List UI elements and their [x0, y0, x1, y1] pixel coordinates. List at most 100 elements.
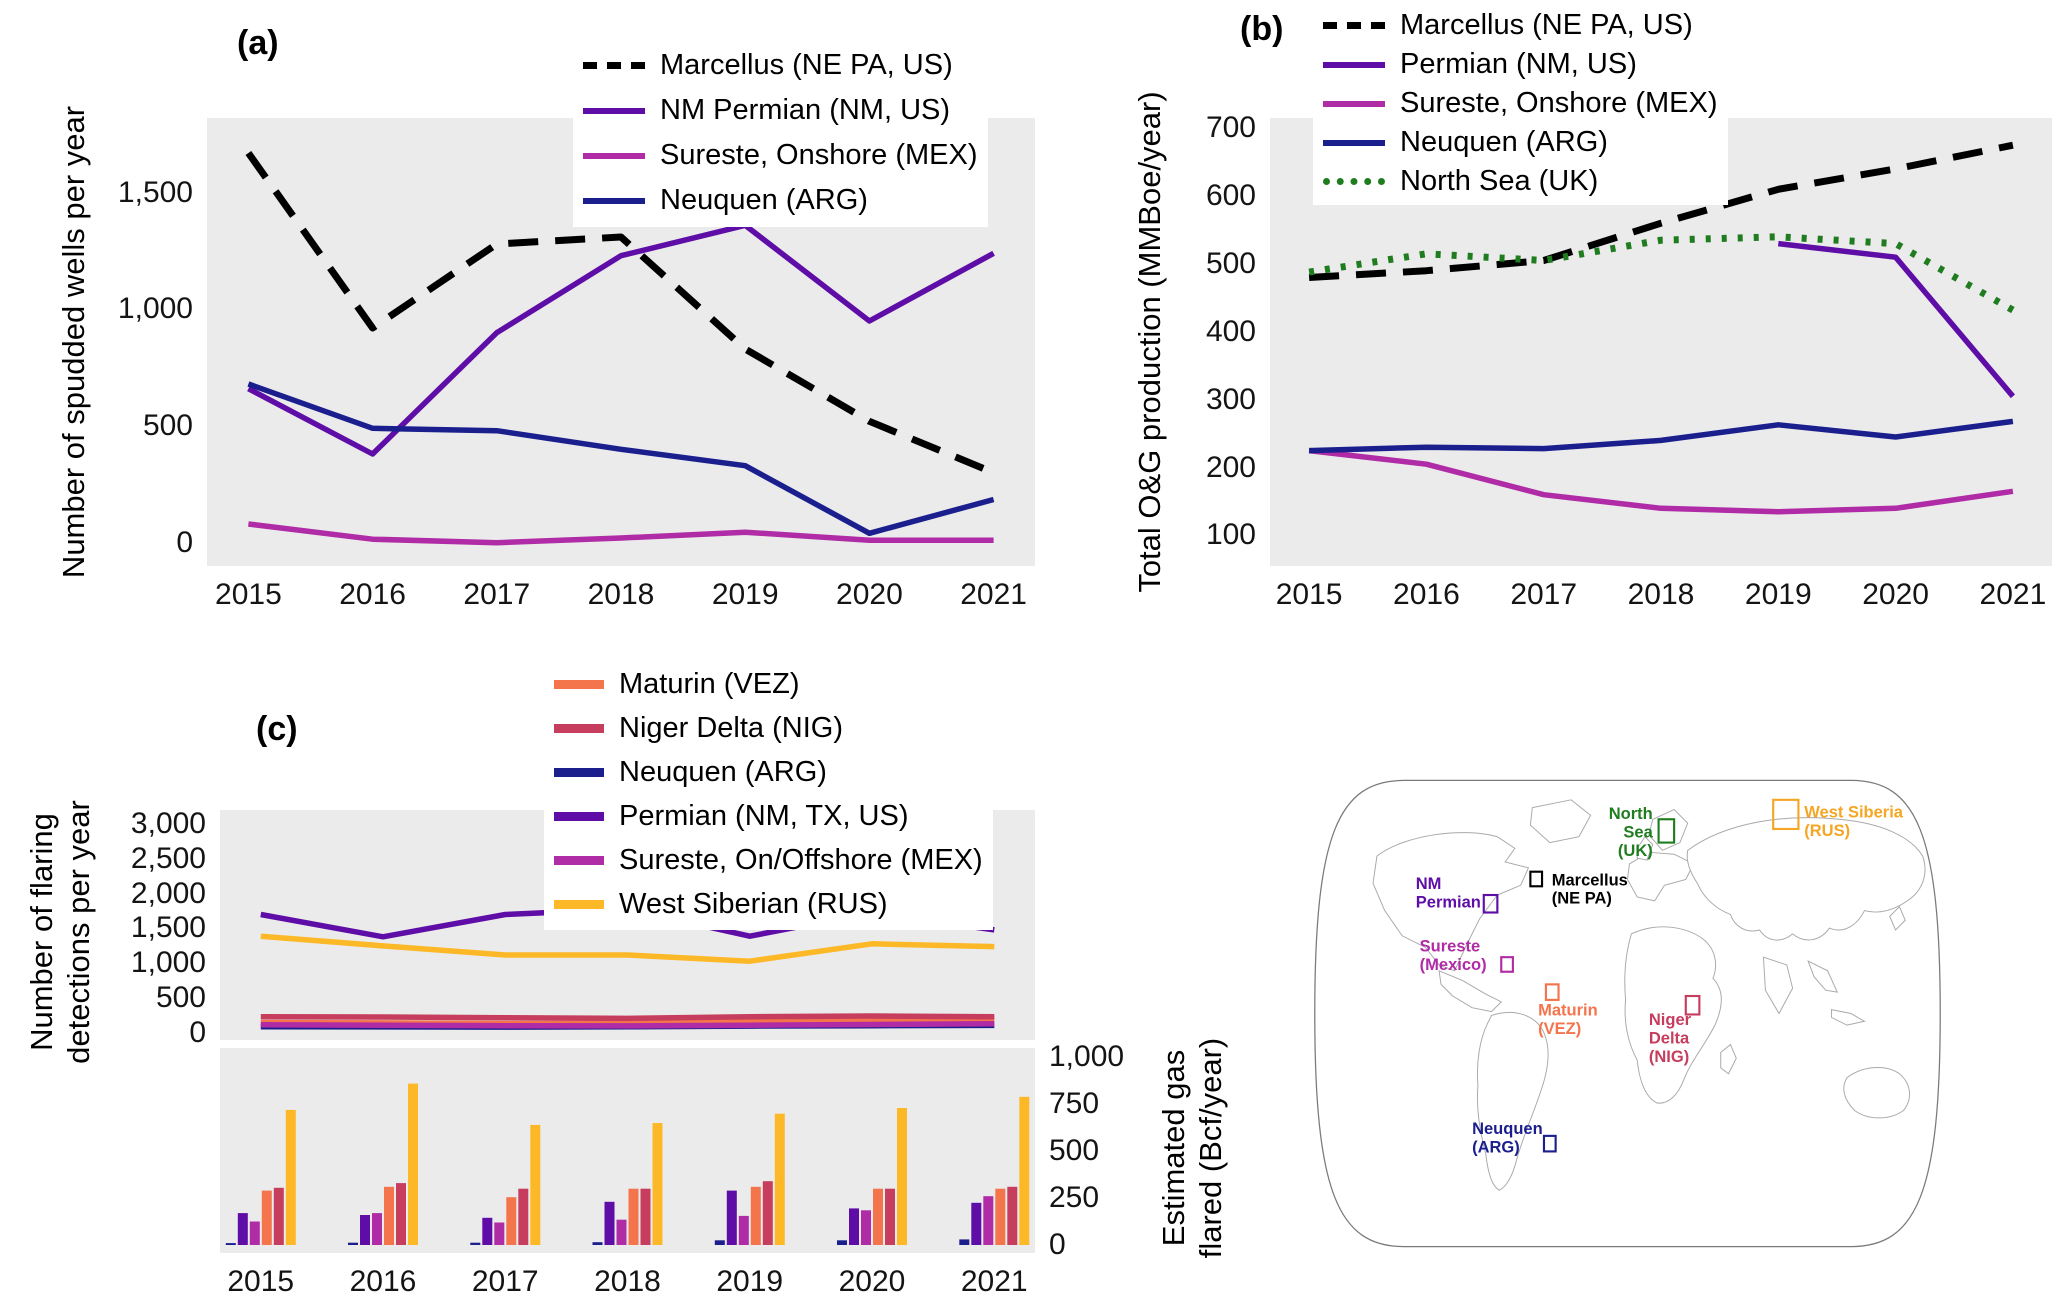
series-permian-nm-us — [1777, 240, 2016, 399]
bar-sureste-on-offshore-mex-2016 — [372, 1213, 382, 1245]
series-sureste-onshore-mex — [1308, 447, 2014, 515]
bar-sureste-on-offshore-mex-2021 — [983, 1196, 994, 1245]
bar-maturin-vez-2020 — [873, 1188, 883, 1245]
bar-permian-nm-tx-us-2017 — [482, 1217, 493, 1245]
panel-c-right-axis-title-line1: Estimated gas — [1156, 1049, 1191, 1247]
map-region-markers: NM Permian Marcellus (NE PA) North Sea (UK) Wes… — [1416, 798, 1904, 1156]
map-label-sureste: Sureste (Mexico) — [1420, 937, 1487, 973]
map-marker-niger-delta — [1684, 994, 1701, 1016]
bar-neuquen-arg-2019 — [714, 1240, 725, 1245]
panel-b-label: (b) — [1240, 10, 1284, 48]
bar-permian-nm-tx-us-2018 — [604, 1201, 615, 1245]
bar-permian-nm-tx-us-2019 — [726, 1190, 737, 1245]
map-label-nm-permian: NM Permian — [1416, 875, 1481, 911]
bar-maturin-vez-2017 — [506, 1197, 517, 1245]
bar-maturin-vez-2018 — [628, 1188, 639, 1245]
bar-neuquen-arg-2015 — [225, 1243, 236, 1245]
continent-south-america — [1476, 1012, 1549, 1191]
continent-africa — [1624, 926, 1722, 1104]
series-neuquen-arg — [1309, 418, 2014, 454]
continent-australia — [1843, 1067, 1910, 1119]
map-label-neuquen: Neuquen (ARG) — [1472, 1120, 1543, 1156]
continent-north-america — [1372, 832, 1530, 972]
bar-neuquen-arg-2016 — [348, 1242, 358, 1245]
bar-sureste-on-offshore-mex-2018 — [616, 1219, 627, 1245]
plot-area-c1 — [220, 810, 1035, 1040]
bar-permian-nm-tx-us-2015 — [237, 1213, 248, 1245]
bar-maturin-vez-2016 — [384, 1186, 394, 1245]
bar-permian-nm-tx-us-2016 — [360, 1215, 370, 1245]
map-projection-outline — [1314, 779, 1941, 1248]
continent-madagascar — [1720, 1043, 1737, 1075]
map-label-west-siberia: West Siberia (RUS) — [1804, 803, 1904, 839]
series-neuquen-arg — [247, 381, 995, 537]
continent-india — [1762, 956, 1794, 1015]
panel-c-y-axis-title-line2: detections per year — [61, 800, 96, 1064]
bar-west-siberian-rus-2021 — [1019, 1096, 1030, 1245]
continent-japan — [1889, 905, 1906, 931]
panel-c-right-axis-title-line2: flared (Bcf/year) — [1193, 1037, 1228, 1259]
continent-asia — [1686, 817, 1926, 941]
continent-central-america — [1438, 969, 1503, 1013]
bar-sureste-on-offshore-mex-2019 — [738, 1215, 749, 1245]
bar-maturin-vez-2019 — [750, 1186, 761, 1245]
panel-a-y-axis-title: Number of spudded wells per year — [56, 105, 91, 579]
bar-west-siberian-rus-2018 — [652, 1123, 663, 1245]
continent-europe — [1626, 851, 1695, 902]
bar-neuquen-arg-2017 — [470, 1242, 481, 1245]
series-west-siberian-rus — [260, 933, 995, 964]
continent-scandinavia — [1648, 808, 1689, 851]
bar-west-siberian-rus-2020 — [897, 1108, 907, 1245]
continent-southeast-asia — [1807, 960, 1839, 993]
bar-niger-delta-nig-2021 — [1007, 1186, 1018, 1245]
plot-area-c2 — [220, 1048, 1035, 1253]
bar-permian-nm-tx-us-2021 — [971, 1202, 982, 1245]
bar-niger-delta-nig-2015 — [273, 1187, 284, 1245]
map-marker-marcellus — [1529, 870, 1544, 888]
map-marker-neuquen — [1542, 1134, 1557, 1153]
world-map: NM Permian Marcellus (NE PA) North Sea (UK) Wes… — [1307, 767, 1948, 1260]
panel-b-y-axis-title: Total O&G production (MMBoe/year) — [1132, 91, 1167, 593]
bar-niger-delta-nig-2017 — [518, 1188, 529, 1245]
continent-british-isles — [1636, 835, 1654, 861]
map-label-maturin: Maturin (VEZ) — [1538, 1001, 1598, 1037]
bar-niger-delta-nig-2019 — [762, 1181, 773, 1245]
series-marcellus-ne-pa-us — [1308, 141, 2014, 281]
panel-c-right-axis-title: Estimated gas flared (Bcf/year) — [1155, 1038, 1229, 1259]
map-marker-west-siberia — [1772, 798, 1800, 831]
bar-maturin-vez-2021 — [995, 1188, 1006, 1245]
panel-c-y-axis-title-line1: Number of flaring — [24, 813, 59, 1051]
bar-sureste-on-offshore-mex-2020 — [861, 1210, 871, 1245]
panel-c-label: (c) — [256, 710, 298, 748]
bar-neuquen-arg-2018 — [592, 1242, 603, 1245]
map-marker-north-sea — [1657, 818, 1676, 844]
series-niger-delta-nig — [260, 1013, 995, 1022]
map-marker-sureste — [1500, 956, 1514, 973]
plot-area-a — [207, 118, 1035, 566]
map-marker-maturin — [1544, 983, 1560, 1001]
bar-west-siberian-rus-2017 — [530, 1124, 541, 1245]
series-north-sea-uk — [1308, 233, 2015, 314]
world-map-svg: NM Permian Marcellus (NE PA) North Sea (UK) Wes… — [1314, 779, 1941, 1248]
series-marcellus-ne-pa-us — [245, 150, 995, 476]
bar-neuquen-arg-2021 — [959, 1239, 970, 1245]
panel-a-label: (a) — [237, 24, 279, 62]
bar-niger-delta-nig-2020 — [885, 1188, 895, 1245]
series-nm-permian-nm-us — [247, 222, 995, 457]
bar-permian-nm-tx-us-2020 — [849, 1208, 859, 1245]
bar-niger-delta-nig-2016 — [396, 1183, 406, 1245]
map-label-niger-delta: Niger Delta (NIG) — [1649, 1011, 1692, 1066]
bar-niger-delta-nig-2018 — [640, 1188, 651, 1245]
bar-neuquen-arg-2020 — [837, 1240, 847, 1245]
bar-maturin-vez-2015 — [261, 1190, 272, 1245]
bar-sureste-on-offshore-mex-2015 — [249, 1221, 260, 1245]
panel-c-y-axis-title: Number of flaring detections per year — [23, 800, 97, 1064]
continent-greenland — [1529, 799, 1592, 844]
series-sureste-onshore-mex — [248, 521, 994, 546]
bar-west-siberian-rus-2015 — [285, 1109, 296, 1245]
continent-indonesia — [1830, 1009, 1866, 1026]
bar-west-siberian-rus-2016 — [408, 1083, 418, 1245]
map-label-marcellus: Marcellus (NE PA) — [1552, 871, 1628, 907]
bar-west-siberian-rus-2019 — [774, 1113, 785, 1245]
